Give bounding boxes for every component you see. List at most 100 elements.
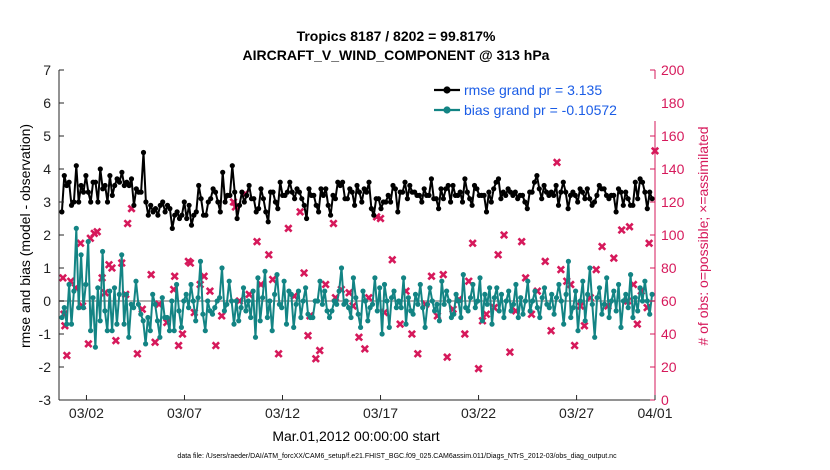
rmse-point bbox=[179, 212, 185, 218]
obs-marker bbox=[556, 265, 566, 274]
y-tick-label: 0 bbox=[43, 293, 51, 309]
rmse-point bbox=[611, 192, 617, 198]
bias-point bbox=[97, 318, 103, 324]
x-tick-label: 03/12 bbox=[265, 405, 300, 421]
rmse-point bbox=[467, 196, 473, 202]
obs-marker-stroke bbox=[482, 310, 491, 319]
rmse-point bbox=[558, 189, 564, 195]
rmse-point bbox=[174, 209, 180, 215]
y-tick-label: 5 bbox=[43, 128, 51, 144]
obs-marker bbox=[252, 237, 262, 246]
bias-point bbox=[226, 278, 232, 284]
rmse-point bbox=[109, 192, 115, 198]
rmse-point bbox=[421, 186, 427, 192]
bias-point bbox=[518, 295, 524, 301]
bias-point bbox=[73, 225, 79, 231]
bias-point bbox=[221, 308, 227, 314]
bias-point bbox=[231, 321, 237, 327]
bias-point bbox=[628, 272, 634, 278]
rmse-point bbox=[366, 179, 372, 185]
bias-point bbox=[649, 291, 655, 297]
bias-point bbox=[439, 278, 445, 284]
obs-marker-stroke bbox=[527, 310, 536, 319]
bias-point bbox=[424, 301, 431, 307]
bias-point bbox=[319, 301, 325, 307]
chart-title: Tropics 8187 / 8202 = 99.817% bbox=[297, 28, 496, 44]
obs-marker bbox=[597, 242, 607, 251]
bias-point bbox=[248, 314, 254, 321]
bias-point bbox=[123, 291, 129, 297]
rmse-point bbox=[332, 196, 338, 202]
rmse-point bbox=[188, 222, 195, 228]
bias-point bbox=[508, 308, 514, 314]
obs-marker-stroke bbox=[62, 351, 71, 360]
obs-marker-stroke bbox=[597, 242, 607, 251]
obs-marker-stroke bbox=[407, 329, 417, 339]
bias-point bbox=[229, 298, 235, 304]
rmse-point bbox=[316, 209, 322, 215]
bias-point bbox=[190, 298, 196, 304]
rmse-point bbox=[126, 182, 132, 189]
obs-marker bbox=[505, 348, 515, 357]
bias-point bbox=[451, 311, 457, 317]
bias-point bbox=[59, 314, 65, 321]
bias-point bbox=[152, 301, 158, 307]
obs-marker-stroke bbox=[58, 273, 68, 283]
rmse-point bbox=[275, 206, 281, 212]
rmse-point bbox=[59, 209, 65, 215]
rmse-point bbox=[385, 192, 391, 198]
obs-marker bbox=[315, 346, 324, 355]
bias-point bbox=[475, 298, 481, 304]
obs-marker bbox=[93, 227, 102, 236]
bias-point bbox=[396, 298, 402, 304]
rmse-point bbox=[88, 199, 94, 205]
rmse-point bbox=[212, 189, 219, 195]
rmse-point bbox=[551, 192, 557, 198]
bias-point bbox=[551, 311, 557, 317]
y-tick-label: 2 bbox=[43, 227, 51, 243]
rmse-point bbox=[186, 202, 192, 208]
bias-point bbox=[637, 285, 643, 291]
obs-marker bbox=[76, 239, 85, 248]
rmse-point bbox=[256, 206, 262, 212]
obs-marker bbox=[296, 207, 305, 217]
bias-point bbox=[427, 285, 433, 291]
obs-marker-stroke bbox=[521, 273, 530, 283]
bias-point bbox=[291, 324, 297, 330]
obs-marker bbox=[376, 214, 385, 223]
obs-marker-stroke bbox=[211, 341, 220, 350]
rmse-point bbox=[80, 189, 87, 195]
bias-point bbox=[329, 308, 335, 314]
obs-marker-stroke bbox=[625, 222, 634, 231]
y2-tick-label: 0 bbox=[661, 392, 669, 408]
rmse-point bbox=[215, 199, 221, 205]
bias-point bbox=[102, 308, 108, 314]
bias-point bbox=[393, 305, 399, 311]
bias-point bbox=[135, 301, 141, 307]
bias-point bbox=[391, 288, 397, 294]
obs-marker-stroke bbox=[644, 239, 654, 248]
rmse-point bbox=[584, 186, 590, 192]
bias-point bbox=[66, 281, 72, 288]
bias-point bbox=[484, 301, 490, 307]
obs-marker bbox=[299, 268, 309, 278]
rmse-point bbox=[483, 209, 490, 215]
bias-point bbox=[205, 298, 211, 304]
bias-point bbox=[360, 288, 366, 294]
y2-tick-label: 160 bbox=[661, 128, 685, 144]
rmse-point bbox=[416, 192, 422, 198]
bias-point bbox=[269, 328, 275, 334]
obs-marker-stroke bbox=[376, 214, 385, 223]
bias-point bbox=[453, 291, 459, 297]
bias-point bbox=[264, 314, 270, 321]
rmse-point bbox=[155, 212, 161, 218]
rmse-point bbox=[419, 199, 425, 205]
bias-point bbox=[577, 298, 584, 304]
obs-marker bbox=[186, 258, 195, 268]
rmse-point bbox=[630, 202, 636, 208]
obs-marker-stroke bbox=[252, 237, 262, 246]
bias-point bbox=[482, 291, 488, 297]
rmse-point bbox=[400, 189, 406, 195]
bias-point bbox=[496, 308, 502, 314]
rmse-point bbox=[140, 149, 147, 156]
